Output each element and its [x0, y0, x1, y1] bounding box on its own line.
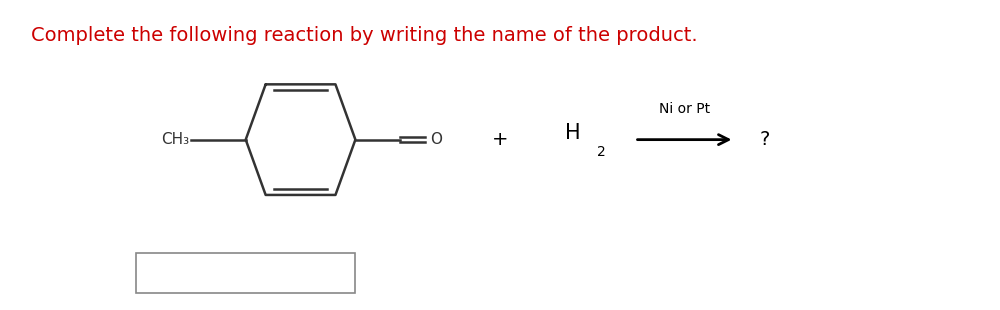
Text: CH₃: CH₃ — [161, 132, 189, 147]
Text: +: + — [492, 130, 508, 149]
Text: H: H — [565, 123, 580, 144]
Text: 2: 2 — [597, 145, 605, 159]
Text: Complete the following reaction by writing the name of the product.: Complete the following reaction by writi… — [31, 26, 698, 45]
Text: Ni or Pt: Ni or Pt — [659, 102, 710, 116]
FancyBboxPatch shape — [136, 253, 355, 293]
Text: O: O — [430, 132, 442, 147]
Text: ?: ? — [759, 130, 770, 149]
